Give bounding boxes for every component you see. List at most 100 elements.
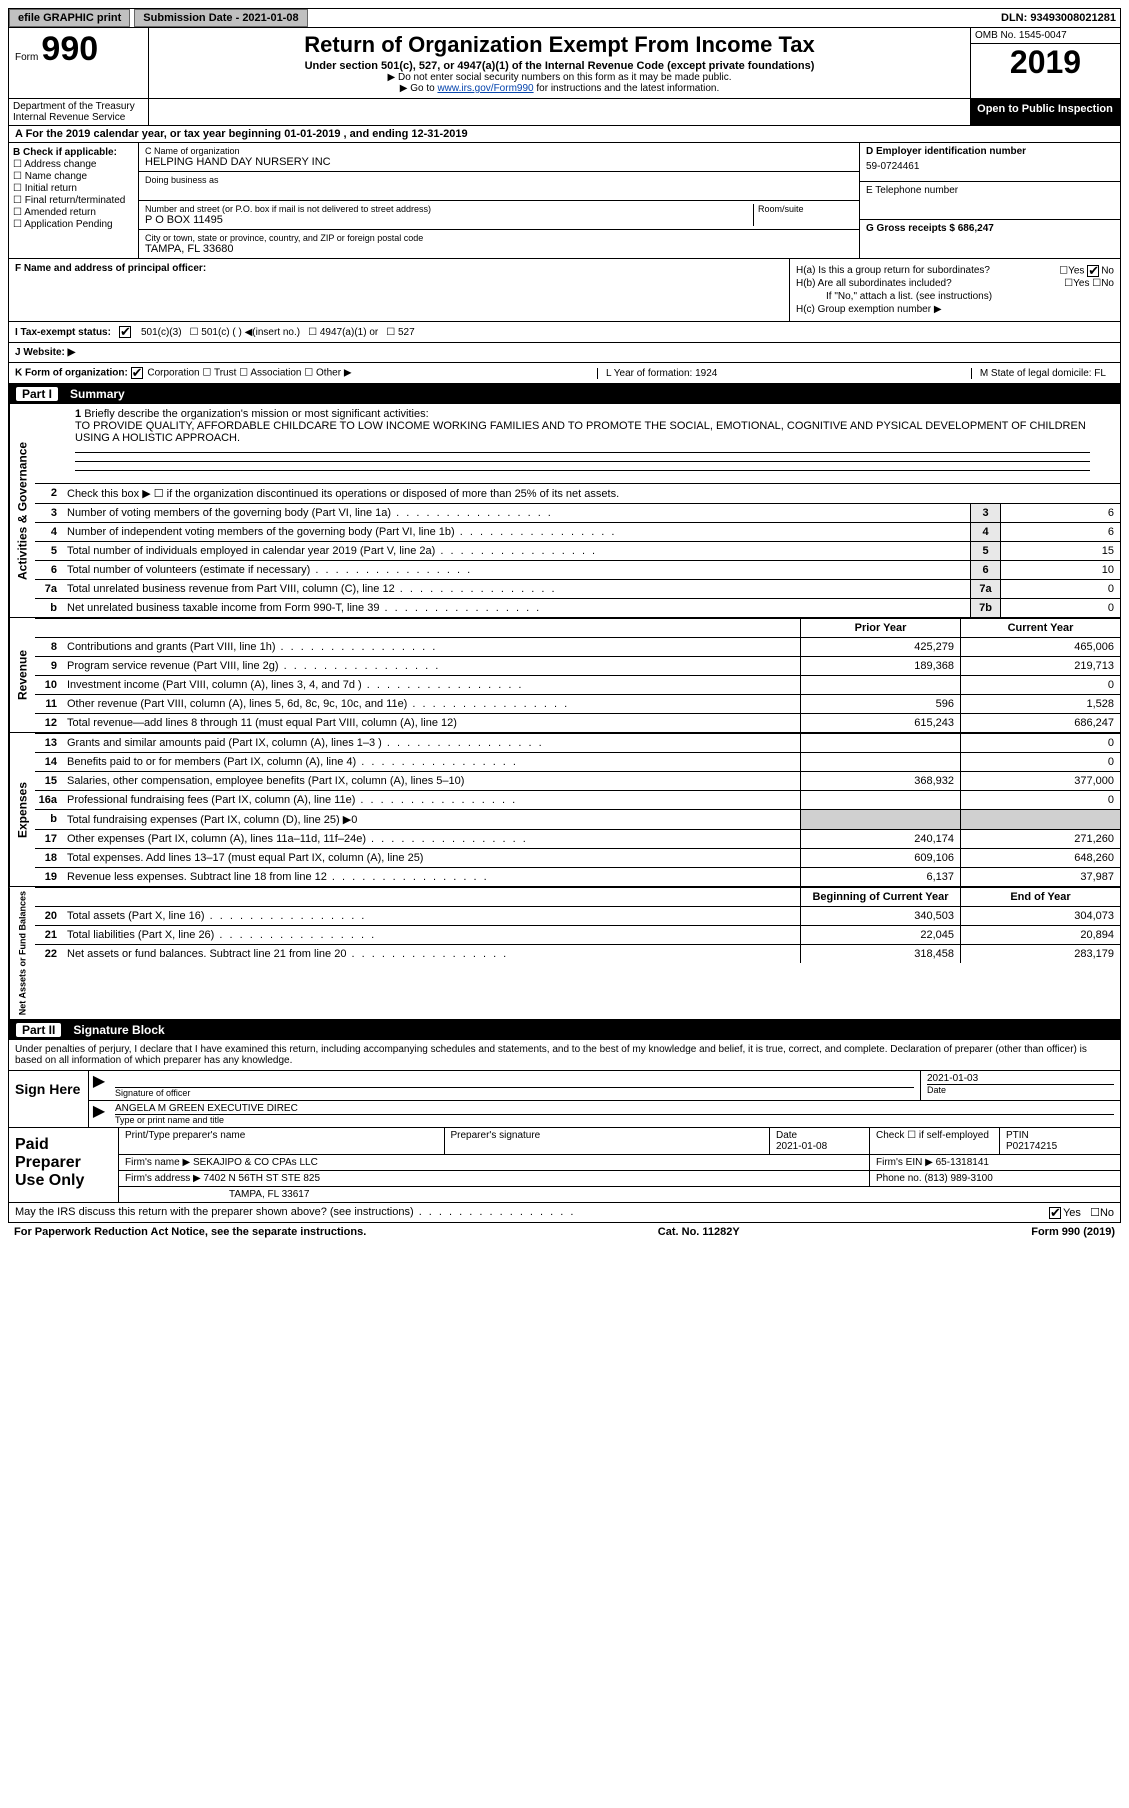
telephone-label: E Telephone number xyxy=(866,185,1114,196)
line20-cy: 304,073 xyxy=(960,907,1120,925)
ein-label: D Employer identification number xyxy=(866,146,1114,157)
line21-py: 22,045 xyxy=(800,926,960,944)
line22-cy: 283,179 xyxy=(960,945,1120,963)
chk-initial-return[interactable]: ☐ Initial return xyxy=(13,183,134,194)
cat-number: Cat. No. 11282Y xyxy=(658,1226,740,1238)
line20-py: 340,503 xyxy=(800,907,960,925)
line14-cy: 0 xyxy=(960,753,1120,771)
line19-desc: Revenue less expenses. Subtract line 18 … xyxy=(63,868,800,886)
line2-desc: Check this box ▶ ☐ if the organization d… xyxy=(63,484,1120,503)
firm-phone-value: (813) 989-3100 xyxy=(924,1173,992,1184)
org-name-value: HELPING HAND DAY NURSERY INC xyxy=(145,156,853,168)
line9-py: 189,368 xyxy=(800,657,960,675)
line13-py xyxy=(800,734,960,752)
mission-text: TO PROVIDE QUALITY, AFFORDABLE CHILDCARE… xyxy=(75,420,1086,444)
begin-year-header: Beginning of Current Year xyxy=(800,888,960,906)
dba-label: Doing business as xyxy=(145,175,853,185)
org-name-label: C Name of organization xyxy=(145,146,853,156)
line5-desc: Total number of individuals employed in … xyxy=(63,542,970,560)
city-value: Tampa, FL 33680 xyxy=(145,243,853,255)
line20-desc: Total assets (Part X, line 16) xyxy=(63,907,800,925)
website-row: J Website: ▶ xyxy=(8,343,1121,363)
line1-num: 1 xyxy=(75,408,81,420)
hb-note: If "No," attach a list. (see instruction… xyxy=(796,291,1114,302)
sig-date-value: 2021-01-03 xyxy=(927,1073,1114,1084)
chk-final-return[interactable]: ☐ Final return/terminated xyxy=(13,195,134,206)
line14-desc: Benefits paid to or for members (Part IX… xyxy=(63,753,800,771)
line3-desc: Number of voting members of the governin… xyxy=(63,504,970,522)
activities-vlabel: Activities & Governance xyxy=(9,404,35,617)
note-ssn: ▶ Do not enter social security numbers o… xyxy=(153,72,966,83)
page-footer: For Paperwork Reduction Act Notice, see … xyxy=(8,1223,1121,1241)
officer-name-label: Type or print name and title xyxy=(115,1114,1114,1125)
line13-desc: Grants and similar amounts paid (Part IX… xyxy=(63,734,800,752)
open-public-badge: Open to Public Inspection xyxy=(970,99,1120,125)
street-label: Number and street (or P.O. box if mail i… xyxy=(145,204,753,214)
firm-phone-label: Phone no. xyxy=(876,1173,922,1184)
line9-cy: 219,713 xyxy=(960,657,1120,675)
firm-addr-label: Firm's address ▶ xyxy=(125,1173,201,1184)
line22-py: 318,458 xyxy=(800,945,960,963)
firm-addr2-value: TAMPA, FL 33617 xyxy=(119,1187,1120,1202)
ha-no-checkbox[interactable] xyxy=(1087,265,1099,277)
line16a-py xyxy=(800,791,960,809)
efile-button[interactable]: efile GRAPHIC print xyxy=(9,9,130,27)
line16a-desc: Professional fundraising fees (Part IX, … xyxy=(63,791,800,809)
name-arrow-icon: ▶ xyxy=(89,1101,109,1127)
chk-application-pending[interactable]: ☐ Application Pending xyxy=(13,219,134,230)
prior-year-header: Prior Year xyxy=(800,619,960,637)
line21-desc: Total liabilities (Part X, line 26) xyxy=(63,926,800,944)
discuss-yes-checkbox[interactable] xyxy=(1049,1207,1061,1219)
year-formation: L Year of formation: 1924 xyxy=(597,368,725,379)
line14-py xyxy=(800,753,960,771)
prep-date-value: 2021-01-08 xyxy=(776,1141,863,1152)
irs-link[interactable]: www.irs.gov/Form990 xyxy=(437,83,533,94)
dept-row: Department of the Treasury Internal Reve… xyxy=(8,99,1121,126)
prep-name-label: Print/Type preparer's name xyxy=(125,1130,438,1141)
chk-501c3[interactable] xyxy=(119,326,131,338)
paperwork-notice: For Paperwork Reduction Act Notice, see … xyxy=(14,1226,366,1238)
line10-desc: Investment income (Part VIII, column (A)… xyxy=(63,676,800,694)
omb-number: OMB No. 1545-0047 xyxy=(971,28,1120,44)
line4-value: 6 xyxy=(1000,523,1120,541)
irs-label: Internal Revenue Service xyxy=(13,112,144,123)
form-label: Form xyxy=(15,52,38,63)
chk-amended[interactable]: ☐ Amended return xyxy=(13,207,134,218)
firm-addr-value: 7402 N 56TH ST STE 825 xyxy=(204,1173,321,1184)
line7a-desc: Total unrelated business revenue from Pa… xyxy=(63,580,970,598)
line16b-desc: Total fundraising expenses (Part IX, col… xyxy=(63,810,800,829)
line8-cy: 465,006 xyxy=(960,638,1120,656)
part2-header: Part II Signature Block xyxy=(8,1020,1121,1040)
dept-treasury: Department of the Treasury xyxy=(13,101,144,112)
ha-row: H(a) Is this a group return for subordin… xyxy=(796,265,1114,276)
line13-cy: 0 xyxy=(960,734,1120,752)
line12-cy: 686,247 xyxy=(960,714,1120,732)
expenses-vlabel: Expenses xyxy=(9,733,35,886)
chk-address-change[interactable]: ☐ Address change xyxy=(13,159,134,170)
chk-corporation[interactable] xyxy=(131,367,143,379)
officer-grid: F Name and address of principal officer:… xyxy=(8,259,1121,322)
firm-ein-value: 65-1318141 xyxy=(936,1157,989,1168)
line18-py: 609,106 xyxy=(800,849,960,867)
line7a-value: 0 xyxy=(1000,580,1120,598)
line5-value: 15 xyxy=(1000,542,1120,560)
hb-row: H(b) Are all subordinates included? ☐Yes… xyxy=(796,278,1114,289)
line6-value: 10 xyxy=(1000,561,1120,579)
state-domicile: M State of legal domicile: FL xyxy=(971,368,1114,379)
street-value: P O BOX 11495 xyxy=(145,214,753,226)
line9-desc: Program service revenue (Part VIII, line… xyxy=(63,657,800,675)
officer-name-value: ANGELA M GREEN EXECUTIVE DIREC xyxy=(115,1103,1114,1114)
chk-name-change[interactable]: ☐ Name change xyxy=(13,171,134,182)
line21-cy: 20,894 xyxy=(960,926,1120,944)
line17-desc: Other expenses (Part IX, column (A), lin… xyxy=(63,830,800,848)
line18-cy: 648,260 xyxy=(960,849,1120,867)
city-label: City or town, state or province, country… xyxy=(145,233,853,243)
form-subtitle: Under section 501(c), 527, or 4947(a)(1)… xyxy=(153,60,966,72)
paid-preparer-label: Paid Preparer Use Only xyxy=(9,1128,119,1202)
gross-receipts: G Gross receipts $ 686,247 xyxy=(866,223,1114,234)
line8-desc: Contributions and grants (Part VIII, lin… xyxy=(63,638,800,656)
line8-py: 425,279 xyxy=(800,638,960,656)
submission-date-button[interactable]: Submission Date - 2021-01-08 xyxy=(134,9,307,27)
part1-header: Part I Summary xyxy=(8,384,1121,404)
line12-desc: Total revenue—add lines 8 through 11 (mu… xyxy=(63,714,800,732)
